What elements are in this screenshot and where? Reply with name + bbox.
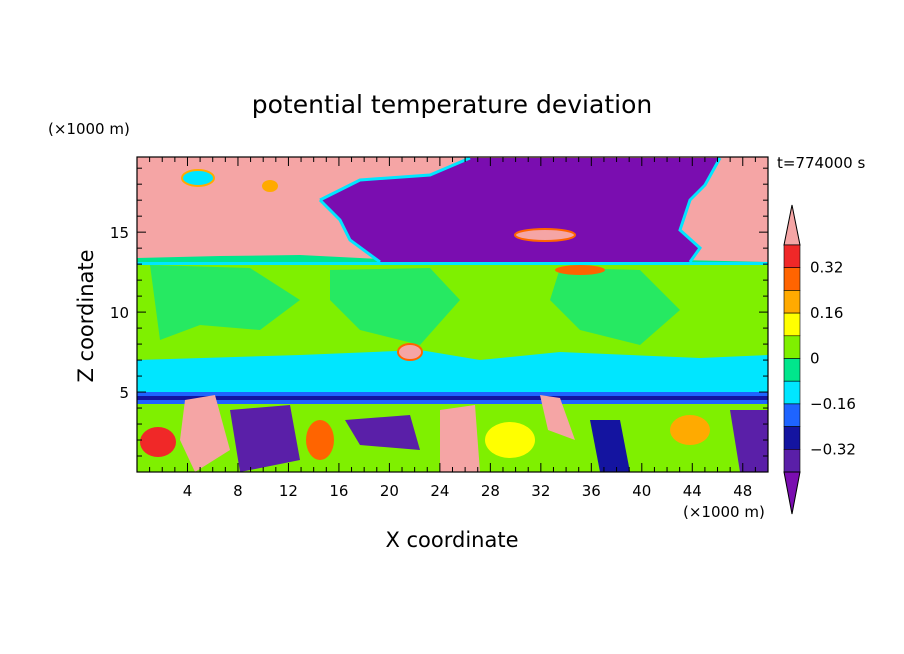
colorbar-tick-label: −0.32 [810,440,856,458]
mid-cool-patch [150,265,300,340]
colorbar-tick-label: 0 [810,350,820,368]
colorbar-segment [783,403,801,427]
x-tick-label: 16 [329,482,348,500]
lower-cold-patch [730,410,768,472]
x-tick-label: 8 [233,482,243,500]
lower-warm-patch [540,395,575,440]
colorbar-segment [783,312,801,337]
x-tick-label: 48 [733,482,752,500]
colorbar-tick-label: 0.16 [810,304,843,322]
colorbar-segment [783,335,801,359]
x-axis-label: X coordinate [385,528,518,552]
colorbar-segment [783,244,801,269]
x-tick-label: 44 [683,482,702,500]
lower-warm-patch [440,405,480,472]
colorbar-segment [783,358,801,382]
colorbar-tick-label: −0.16 [810,395,856,413]
colorbar-segment [783,426,801,450]
y-tick-label: 5 [119,384,129,402]
mid-cool-patch [550,268,680,345]
time-label: t=774000 s [777,154,865,172]
lower-warm-patch [180,395,230,472]
lower-cold-patch [230,405,300,472]
lower-warm-patch [140,427,176,457]
warm-blob [262,180,278,192]
mid-cool-patch [330,268,460,345]
y-axis-unit: (×1000 m) [48,120,130,138]
x-tick-label: 40 [632,482,651,500]
upper-cold-region [320,158,720,262]
lower-cold-patch [590,420,630,472]
colorbar-bottom-arrow [783,471,801,515]
warm-blob [514,228,576,242]
colorbar-segment [783,380,801,405]
x-tick-label: 12 [279,482,298,500]
x-tick-label: 36 [582,482,601,500]
y-axis-label: Z coordinate [74,249,98,382]
y-axis: 5 10 15 [110,167,768,457]
x-tick-label: 20 [380,482,399,500]
x-axis-unit: (×1000 m) [683,503,765,521]
lower-warm-patch [485,422,535,458]
colorbar-segment [783,448,801,473]
x-tick-label: 24 [430,482,449,500]
top-stripe [137,262,768,265]
colorbar-segment [783,290,801,314]
x-tick-label: 32 [531,482,550,500]
warm-blob [555,265,605,275]
lower-warm-patch [306,420,334,460]
lower-warm-patch [670,415,710,445]
colorbar-top-arrow [783,204,801,246]
x-tick-label: 28 [481,482,500,500]
low-boundary-dark [137,396,768,400]
colorbar-segment [783,267,801,291]
x-tick-label: 4 [183,482,193,500]
colorbar: −0.32 −0.16 0 0.16 0.32 [783,204,856,515]
y-tick-label: 15 [110,224,129,242]
chart-title: potential temperature deviation [252,90,652,119]
warm-blob [397,343,423,361]
cyan-band [137,350,768,400]
lower-cold-patch [345,415,420,450]
heatmap-field [137,157,768,472]
x-axis: 4 8 12 16 20 24 28 32 36 40 44 48 [136,157,769,500]
warm-blob [181,169,215,187]
cold-boundary [318,157,722,264]
y-tick-label: 10 [110,304,129,322]
colorbar-tick-label: 0.32 [810,259,843,277]
